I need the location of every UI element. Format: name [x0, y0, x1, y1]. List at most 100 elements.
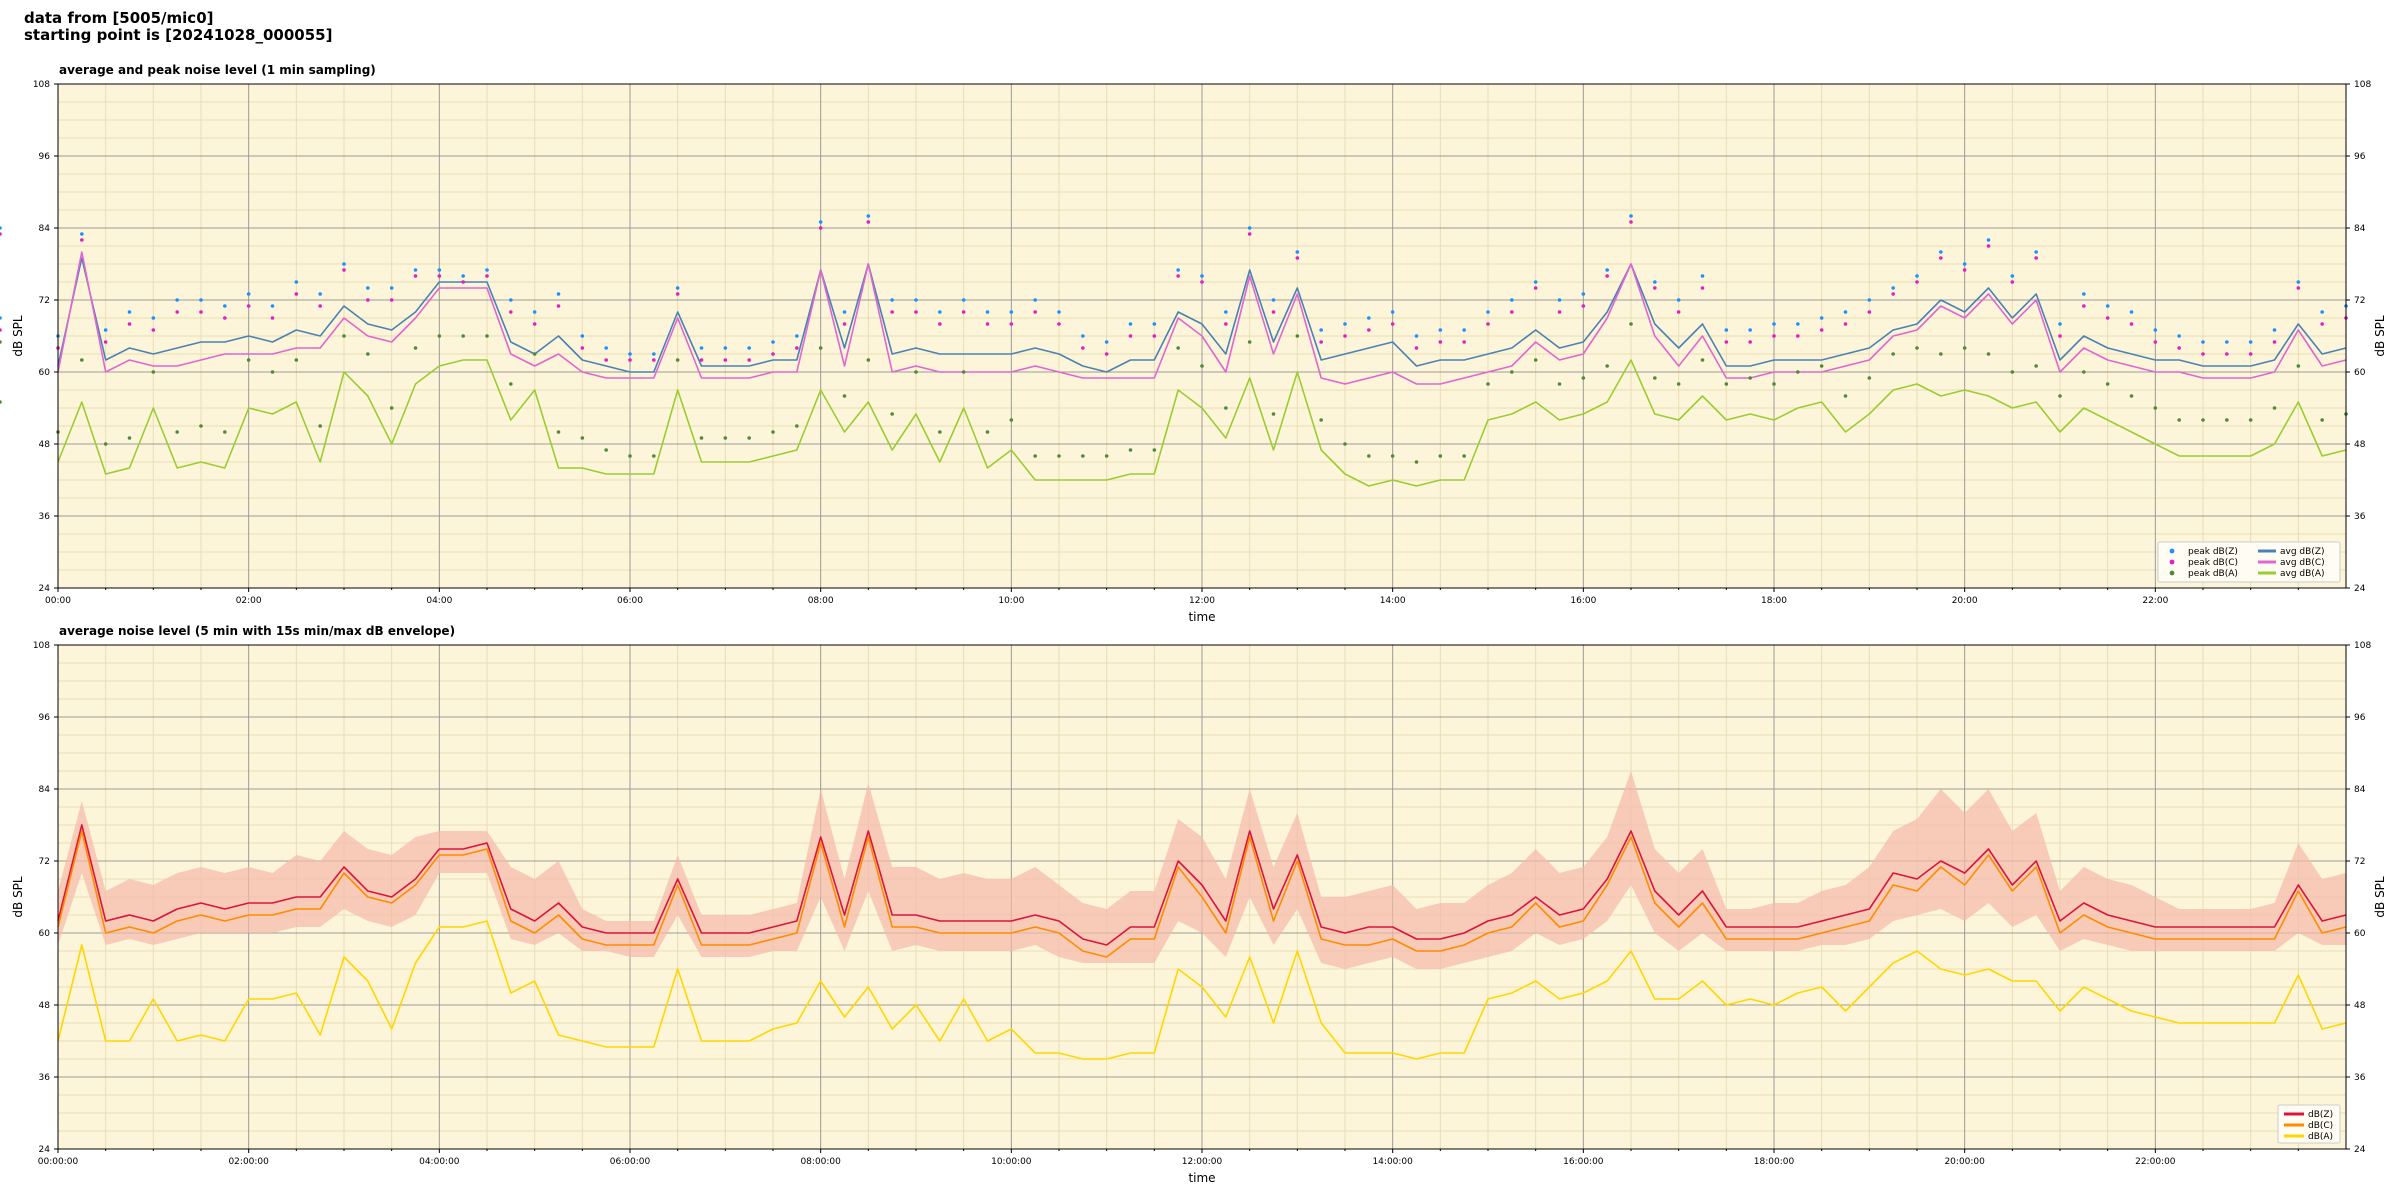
x-tick-label: 04:00	[426, 596, 452, 606]
data-point	[199, 310, 203, 314]
chart-panel-2: 24 24 36 36 48 48 60 60 72 72 84 84 96 96 108 108 00:00:…	[11, 624, 2387, 1185]
data-point	[1962, 268, 1967, 272]
data-point	[1557, 310, 1562, 314]
data-point	[1962, 262, 1967, 266]
data-point	[342, 334, 346, 338]
data-source-label: data from [5005/mic0]	[24, 9, 214, 27]
x-tick-label: 00:00	[45, 596, 71, 606]
data-point	[437, 274, 442, 278]
data-point	[509, 382, 513, 386]
data-point	[2320, 322, 2324, 326]
data-point	[1891, 292, 1895, 296]
y-tick-label: 108	[33, 80, 50, 90]
data-point	[2082, 304, 2086, 308]
data-point	[80, 238, 84, 242]
data-point	[437, 268, 442, 272]
data-point	[1176, 274, 1180, 278]
data-point	[1200, 280, 1204, 284]
data-point	[961, 310, 966, 314]
chart-title: average and peak noise level (1 min samp…	[59, 63, 376, 77]
data-point	[1748, 328, 1752, 332]
data-point	[1295, 256, 1300, 260]
x-axis-label: time	[1188, 610, 1215, 624]
data-point	[1081, 334, 1085, 338]
data-point	[1867, 310, 1872, 314]
data-point	[1676, 310, 1681, 314]
data-point	[985, 322, 990, 326]
data-point	[485, 274, 489, 278]
x-tick-label: 16:00	[1570, 596, 1596, 606]
data-point	[1081, 346, 1085, 350]
legend-label: avg dB(Z)	[2280, 547, 2325, 557]
data-point	[1581, 376, 1586, 380]
data-point	[532, 322, 537, 326]
data-point	[294, 280, 299, 284]
data-point	[1939, 250, 1943, 254]
data-point	[1414, 334, 1419, 338]
x-tick-label: 22:00:00	[2135, 1157, 2176, 1167]
data-point	[723, 346, 728, 350]
data-point	[223, 430, 227, 434]
data-point	[1700, 358, 1705, 362]
figure-header: data from [5005/mic0] starting point is …	[24, 10, 332, 44]
data-point	[675, 358, 680, 362]
data-point	[1462, 340, 1466, 344]
data-point	[771, 430, 775, 434]
data-point	[1748, 340, 1752, 344]
data-point	[2010, 370, 2015, 374]
data-point	[604, 448, 608, 452]
data-point	[1176, 268, 1180, 272]
data-point	[961, 370, 966, 374]
data-point	[2153, 406, 2158, 410]
data-point	[1414, 460, 1419, 464]
data-point	[1796, 370, 1800, 374]
data-point	[127, 436, 132, 440]
data-point	[1796, 334, 1800, 338]
data-point	[1819, 316, 1824, 320]
x-tick-label: 10:00:00	[991, 1157, 1032, 1167]
data-point	[2082, 370, 2086, 374]
data-point	[604, 346, 608, 350]
data-point	[1247, 232, 1252, 236]
data-point	[1081, 454, 1085, 458]
data-point	[1629, 214, 1633, 218]
data-point	[2248, 340, 2253, 344]
y-tick-label-right: 48	[2354, 1001, 2366, 1011]
data-point	[1295, 250, 1300, 254]
y-tick-label: 36	[39, 1073, 51, 1083]
data-point	[1772, 382, 1776, 386]
data-point	[1700, 286, 1705, 290]
data-point	[1557, 382, 1562, 386]
data-point	[628, 454, 632, 458]
data-point	[795, 424, 799, 428]
data-point	[1891, 286, 1895, 290]
data-point	[2296, 280, 2301, 284]
data-point	[1486, 322, 1490, 326]
data-point	[628, 358, 632, 362]
data-point	[938, 310, 942, 314]
data-point	[1676, 382, 1681, 386]
y-tick-label-right: 96	[2354, 713, 2366, 723]
data-point	[2201, 352, 2205, 356]
series-peak-db-c	[0, 220, 2348, 362]
y-axis-label: dB SPL	[11, 876, 25, 918]
data-point	[914, 298, 918, 302]
y-tick-label-right: 36	[2354, 512, 2366, 522]
y-tick-label-right: 84	[2354, 224, 2366, 234]
data-point	[2201, 418, 2205, 422]
data-point	[1843, 310, 1848, 314]
data-point	[1271, 412, 1276, 416]
data-point	[2105, 316, 2110, 320]
data-point	[1390, 454, 1395, 458]
data-point	[747, 436, 751, 440]
x-tick-label: 12:00:00	[1182, 1157, 1223, 1167]
data-point	[866, 220, 871, 224]
chart-title: average noise level (5 min with 15s min/…	[59, 624, 455, 638]
y-tick-label: 96	[39, 713, 51, 723]
data-point	[866, 358, 871, 362]
data-point	[1772, 322, 1776, 326]
data-point	[413, 274, 418, 278]
data-point	[103, 340, 108, 344]
data-point	[1819, 328, 1824, 332]
x-tick-label: 14:00:00	[1372, 1157, 1413, 1167]
